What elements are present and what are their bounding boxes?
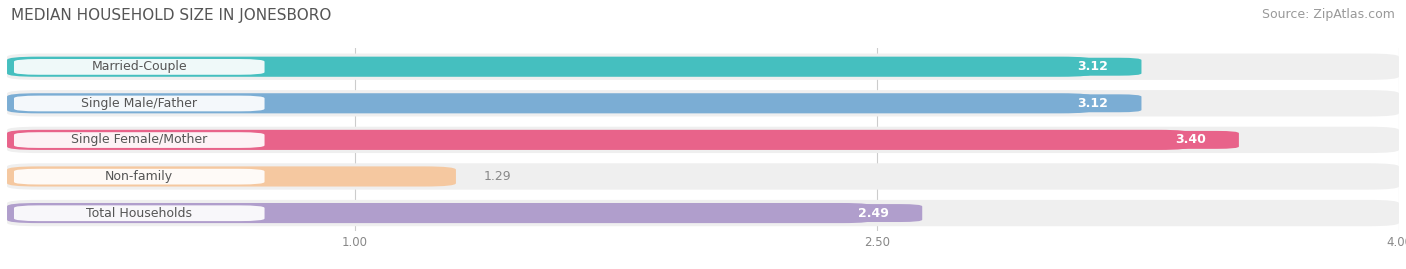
FancyBboxPatch shape <box>1045 94 1142 112</box>
Text: Non-family: Non-family <box>105 170 173 183</box>
FancyBboxPatch shape <box>14 169 264 185</box>
FancyBboxPatch shape <box>7 203 873 223</box>
FancyBboxPatch shape <box>7 163 1399 190</box>
Text: Single Male/Father: Single Male/Father <box>82 97 197 110</box>
FancyBboxPatch shape <box>1045 58 1142 76</box>
Text: 1.29: 1.29 <box>484 170 512 183</box>
FancyBboxPatch shape <box>825 204 922 222</box>
FancyBboxPatch shape <box>7 130 1191 150</box>
Text: Total Households: Total Households <box>86 207 193 220</box>
FancyBboxPatch shape <box>14 205 264 221</box>
FancyBboxPatch shape <box>7 90 1399 116</box>
Text: 3.40: 3.40 <box>1175 133 1205 146</box>
FancyBboxPatch shape <box>1142 131 1239 149</box>
FancyBboxPatch shape <box>7 57 1092 77</box>
FancyBboxPatch shape <box>14 59 264 75</box>
FancyBboxPatch shape <box>7 167 456 186</box>
FancyBboxPatch shape <box>7 54 1399 80</box>
Text: Single Female/Mother: Single Female/Mother <box>72 133 208 146</box>
FancyBboxPatch shape <box>14 132 264 148</box>
Text: Married-Couple: Married-Couple <box>91 60 187 73</box>
Text: 3.12: 3.12 <box>1077 97 1108 110</box>
Text: 2.49: 2.49 <box>858 207 889 220</box>
FancyBboxPatch shape <box>7 127 1399 153</box>
Text: Source: ZipAtlas.com: Source: ZipAtlas.com <box>1261 8 1395 21</box>
Text: MEDIAN HOUSEHOLD SIZE IN JONESBORO: MEDIAN HOUSEHOLD SIZE IN JONESBORO <box>11 8 332 23</box>
Text: 3.12: 3.12 <box>1077 60 1108 73</box>
FancyBboxPatch shape <box>14 95 264 111</box>
FancyBboxPatch shape <box>7 200 1399 226</box>
FancyBboxPatch shape <box>7 93 1092 113</box>
